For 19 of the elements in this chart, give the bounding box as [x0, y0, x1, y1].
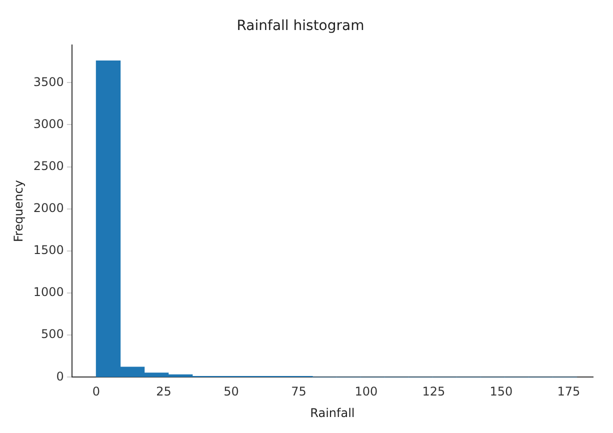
y-tick-label: 3000	[33, 116, 64, 131]
y-tick-label: 3500	[33, 74, 64, 89]
x-tick-label: 50	[224, 384, 239, 399]
y-tick-label: 2000	[33, 201, 64, 216]
x-tick-label: 175	[557, 384, 580, 399]
y-tick-label: 1000	[33, 285, 64, 300]
y-tick-label: 500	[41, 327, 64, 342]
x-tick-label: 125	[422, 384, 446, 399]
y-axis-title: Frequency	[11, 180, 26, 242]
y-tick-label: 1500	[33, 243, 64, 258]
x-axis-title: Rainfall	[310, 406, 355, 420]
y-tick-label: 2500	[33, 158, 64, 173]
x-tick-label: 0	[92, 384, 100, 399]
x-tick-label: 100	[354, 384, 378, 399]
x-tick-label: 150	[490, 384, 513, 399]
chart-title: Rainfall histogram	[236, 18, 364, 34]
x-tick-label: 25	[156, 384, 172, 399]
y-tick-label: 0	[56, 369, 64, 384]
x-tick-label: 75	[291, 384, 306, 399]
